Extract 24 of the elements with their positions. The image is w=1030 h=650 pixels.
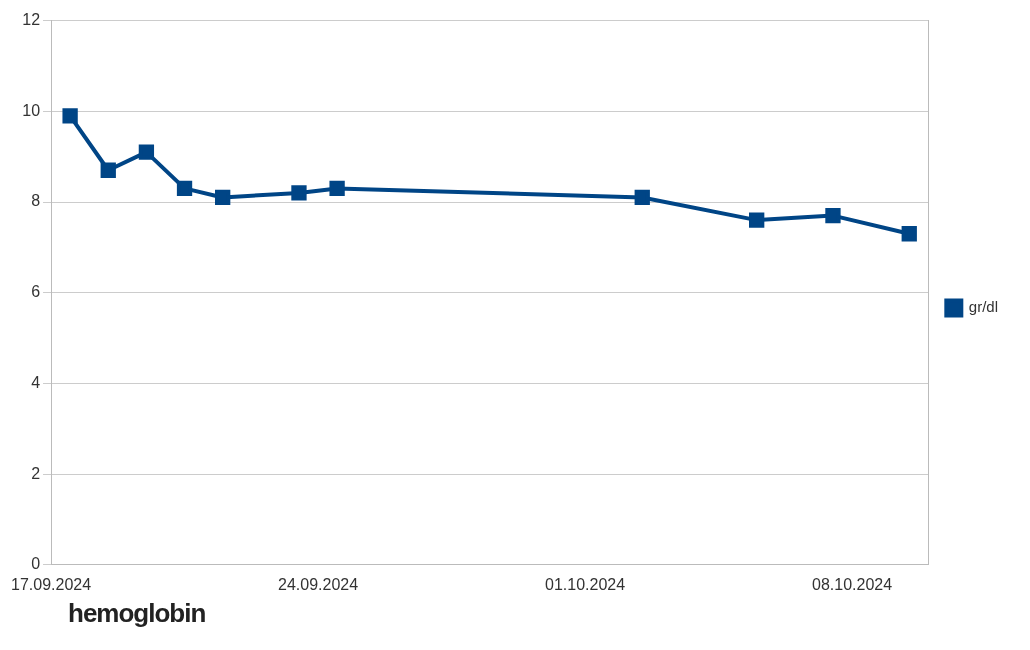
x-tick-label: 08.10.2024 [812,575,893,593]
y-tick-label: 6 [31,283,41,301]
point [291,185,307,201]
x-tick-label: 17.09.2024 [11,575,92,593]
y-tick-label: 10 [22,101,41,119]
point [749,212,765,228]
y-tick-label: 0 [31,555,41,573]
y-tick-label: 8 [31,192,41,210]
legend-label: gr/dl [968,298,999,316]
point [176,180,193,197]
y-tick-label: 4 [31,373,41,391]
point [100,162,116,178]
point [329,180,345,197]
text: hemoglobin [68,598,207,629]
point [215,189,231,206]
point [634,189,650,206]
y-tick-label: 2 [31,464,41,482]
y-tick-label: 12 [22,11,41,29]
point [901,226,917,242]
x-tick-label: 24.09.2024 [278,575,359,593]
point [138,144,155,160]
point [825,207,841,224]
point [62,108,78,124]
x-tick-label: 01.10.2024 [545,575,626,593]
